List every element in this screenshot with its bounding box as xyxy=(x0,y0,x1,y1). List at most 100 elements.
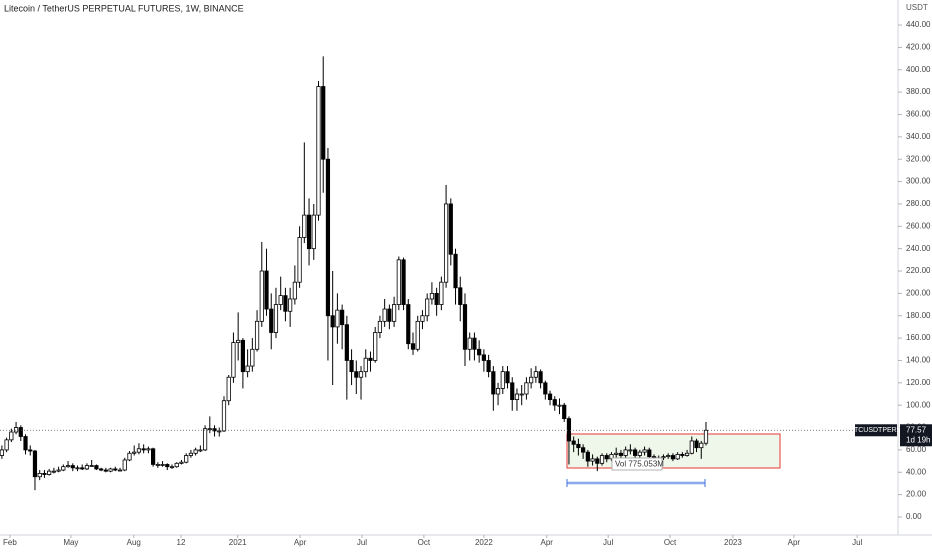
y-tick-label: 260.00 xyxy=(906,221,931,230)
candle-body xyxy=(458,287,463,305)
y-tick-label: 60.00 xyxy=(906,445,927,454)
candle-body xyxy=(392,304,397,322)
candle-body xyxy=(618,452,624,456)
candle-body xyxy=(448,203,453,255)
candle-body xyxy=(132,451,137,454)
candle-body xyxy=(472,337,477,350)
x-tick-label: Apr xyxy=(294,538,307,547)
candle-body xyxy=(160,464,165,466)
candle-body xyxy=(585,451,590,462)
candle-body xyxy=(47,470,52,475)
candle-body xyxy=(538,371,543,384)
symbol-box xyxy=(855,424,897,437)
y-tick-label: 180.00 xyxy=(906,311,931,320)
x-tick-label: 2023 xyxy=(724,538,742,547)
y-axis-label: USDT xyxy=(906,3,928,12)
candle-body xyxy=(406,304,411,345)
candle-body xyxy=(666,455,671,458)
y-tick-label: 20.00 xyxy=(906,490,927,499)
candle-body xyxy=(321,86,326,160)
candle-body xyxy=(297,237,302,283)
candle-body xyxy=(4,439,9,451)
x-tick-label: Apr xyxy=(541,538,554,547)
y-tick-label: 240.00 xyxy=(906,244,931,253)
candle-body xyxy=(259,270,264,322)
y-tick-label: 340.00 xyxy=(906,132,931,141)
candle-body xyxy=(401,259,406,305)
candle-body xyxy=(23,436,28,451)
candle-body xyxy=(37,472,42,478)
candle-body xyxy=(226,376,231,402)
candle-body xyxy=(661,456,666,459)
candle-body xyxy=(557,404,562,407)
candle-body xyxy=(519,393,524,396)
candle-body xyxy=(510,382,515,401)
y-tick-label: 420.00 xyxy=(906,43,931,52)
candle-body xyxy=(245,365,250,373)
candle-body xyxy=(141,448,146,451)
candle-body xyxy=(193,449,198,454)
candle-body xyxy=(633,449,638,456)
candle-body xyxy=(330,315,335,328)
y-tick-label: 400.00 xyxy=(906,65,931,74)
x-tick-label: Oct xyxy=(664,538,677,547)
candle-body xyxy=(505,371,510,384)
last-price-box xyxy=(900,424,932,447)
candle-body xyxy=(543,382,548,395)
candle-body xyxy=(103,469,108,472)
x-tick-label: Jul xyxy=(852,538,862,547)
y-tick-label: 280.00 xyxy=(906,199,931,208)
candle-body xyxy=(529,376,534,384)
annotation: Vol 775.053M xyxy=(615,460,664,469)
candle-body xyxy=(495,388,501,395)
candle-body xyxy=(108,468,113,472)
candle-body xyxy=(344,324,349,361)
candle-body xyxy=(240,339,245,373)
candle-body xyxy=(174,462,179,468)
candle-body xyxy=(302,214,307,238)
candle-body xyxy=(292,281,297,300)
candle-body xyxy=(387,308,392,322)
candle-body xyxy=(311,214,316,250)
candle-body xyxy=(13,427,19,433)
candle-body xyxy=(552,399,557,406)
candle-body xyxy=(703,429,709,444)
candle-body xyxy=(207,428,212,431)
candle-body xyxy=(155,464,160,466)
candle-body xyxy=(647,449,652,458)
x-tick-label: Jul xyxy=(603,538,613,547)
candle-body xyxy=(637,451,642,456)
candle-body xyxy=(604,455,609,460)
candle-body xyxy=(689,440,694,454)
candle-body xyxy=(0,449,4,456)
y-tick-label: 320.00 xyxy=(906,154,931,163)
candle-body xyxy=(136,448,142,453)
x-tick-label: 12 xyxy=(177,538,186,547)
candle-body xyxy=(288,298,293,312)
candle-body xyxy=(415,320,420,350)
candle-body xyxy=(675,453,680,460)
candle-body xyxy=(614,452,619,455)
candle-body xyxy=(368,357,373,361)
candle-body xyxy=(363,357,368,373)
candle-body xyxy=(514,393,520,401)
y-tick-label: 380.00 xyxy=(906,87,931,96)
candle-body xyxy=(165,464,170,468)
candle-body xyxy=(477,348,482,356)
candle-body xyxy=(221,400,227,432)
candle-body xyxy=(670,455,676,460)
candle-body xyxy=(533,371,538,378)
candle-body xyxy=(462,304,468,350)
candle-body xyxy=(425,298,430,317)
annotation-box xyxy=(611,457,663,471)
candle-body xyxy=(306,214,312,250)
y-tick-label: 100.00 xyxy=(906,400,931,409)
x-tick-label: Apr xyxy=(788,538,801,547)
candle-body xyxy=(56,469,61,472)
candle-body xyxy=(28,449,33,452)
candle-body xyxy=(453,253,458,289)
candle-body xyxy=(89,465,94,467)
candle-body xyxy=(212,428,217,432)
candle-body xyxy=(623,449,628,456)
candle-body xyxy=(382,308,387,322)
